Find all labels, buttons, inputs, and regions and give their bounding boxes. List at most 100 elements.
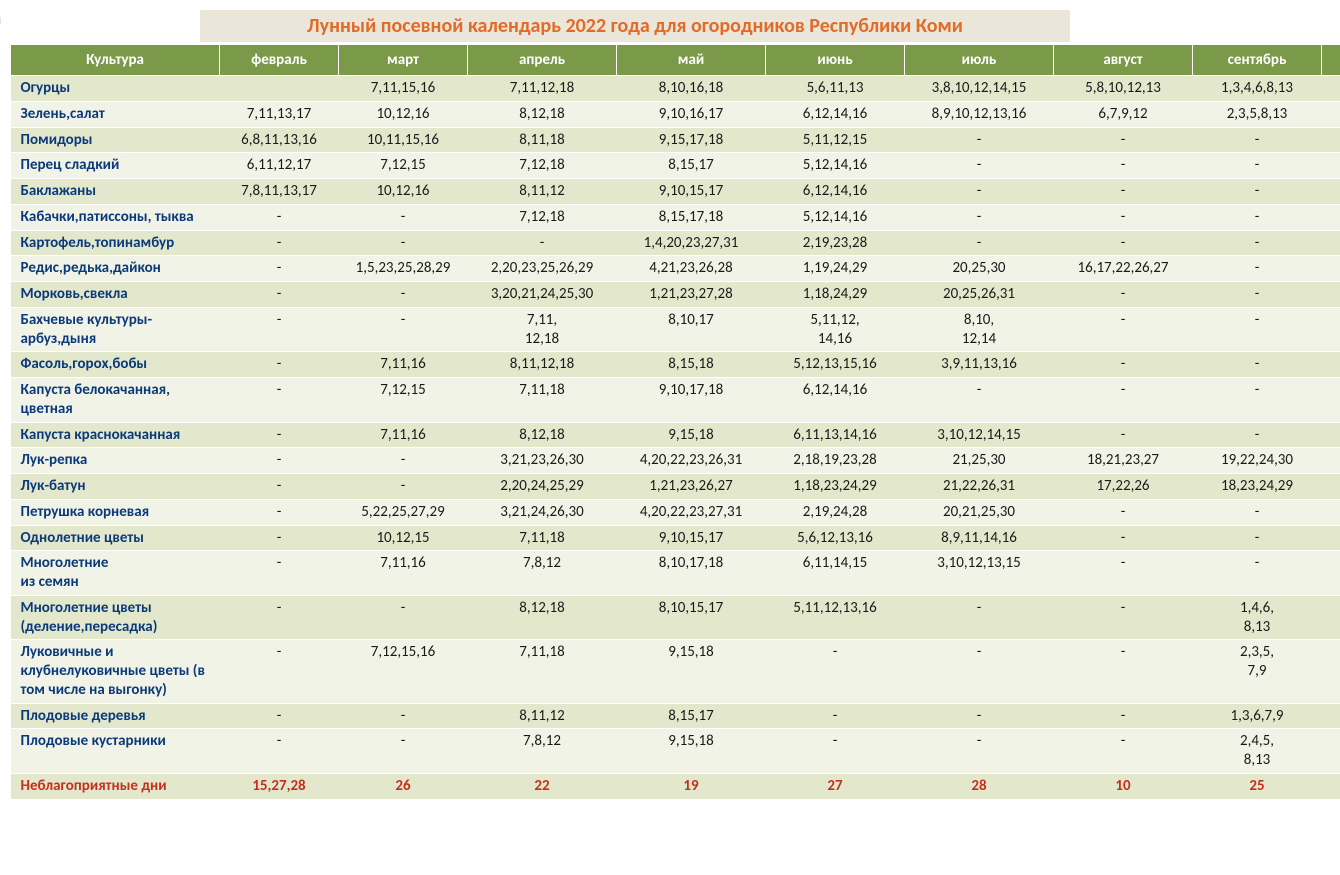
table-row: Бахчевые культуры-арбуз,дыня--7,11,12,18… (11, 307, 1340, 352)
value-cell: 22 (468, 773, 617, 799)
value-cell: 5,11,12,15 (766, 127, 905, 153)
value-cell: 7,8,12 (468, 551, 617, 596)
value-cell: - (905, 703, 1054, 729)
value-cell: - (1054, 282, 1193, 308)
value-cell: 7,12,18 (468, 153, 617, 179)
value-cell: 5,11,12,14,16 (766, 307, 905, 352)
value-cell: 3,21,23,26,30 (468, 448, 617, 474)
table-row: Петрушка корневая-5,22,25,27,293,21,24,2… (11, 499, 1340, 525)
value-cell: 2,20,24,25,29 (468, 474, 617, 500)
value-cell: - (1054, 127, 1193, 153)
value-cell: 26 (339, 773, 468, 799)
col-month: октябрь (1322, 45, 1340, 76)
value-cell: - (905, 179, 1054, 205)
value-cell: 2,3,5,7,9 (1193, 640, 1322, 703)
calendar-wrapper: Лунный посевной календарь 2022 года для … (10, 10, 1330, 800)
value-cell: - (220, 378, 339, 423)
value-cell: - (1054, 729, 1193, 774)
value-cell: 16,20,26 (1322, 474, 1340, 500)
table-row: Капуста белокачанная, цветная-7,12,157,1… (11, 378, 1340, 423)
value-cell: - (1054, 378, 1193, 423)
value-cell: 9,10,15,17 (617, 179, 766, 205)
table-row: Редис,редька,дайкон-1,5,23,25,28,292,20,… (11, 256, 1340, 282)
value-cell: 10,11,15,16 (339, 127, 468, 153)
table-row: Многолетние цветы (деление,пересадка)--8… (11, 595, 1340, 640)
value-cell: 1,3,4,6,8,13 (1193, 76, 1322, 102)
value-cell: 16,17,22,26,27 (1054, 256, 1193, 282)
value-cell: 18,23,24,29 (1193, 474, 1322, 500)
value-cell: 10,12,16 (339, 101, 468, 127)
culture-cell: Картофель,топинамбур (11, 230, 220, 256)
value-cell: - (220, 499, 339, 525)
value-cell: 1,19,24,29 (766, 256, 905, 282)
table-row: Фасоль,горох,бобы-7,11,168,11,12,188,15,… (11, 352, 1340, 378)
culture-cell: Кабачки,патиссоны, тыква (11, 204, 220, 230)
calendar-table: Культурафевральмартапрельмайиюньиюльавгу… (10, 44, 1340, 800)
culture-cell: Баклажаны (11, 179, 220, 205)
value-cell: - (1054, 422, 1193, 448)
col-month: апрель (468, 45, 617, 76)
value-cell: 9,15,18 (617, 640, 766, 703)
culture-cell: Перец сладкий (11, 153, 220, 179)
culture-cell: Редис,редька,дайкон (11, 256, 220, 282)
value-cell: - (220, 307, 339, 352)
value-cell: 1,18,24,29 (766, 282, 905, 308)
table-row: Лук-репка--3,21,23,26,304,20,22,23,26,31… (11, 448, 1340, 474)
culture-cell: Капуста белокачанная, цветная (11, 378, 220, 423)
value-cell: 15,27,28 (220, 773, 339, 799)
value-cell: - (1054, 352, 1193, 378)
table-row: Баклажаны7,8,11,13,1710,12,168,11,129,10… (11, 179, 1340, 205)
page-title: Лунный посевной календарь 2022 года для … (200, 10, 1070, 42)
culture-cell: Многолетние цветы (деление,пересадка) (11, 595, 220, 640)
value-cell: 7,11,12,18 (468, 307, 617, 352)
value-cell: 5,22,25,27,29 (339, 499, 468, 525)
value-cell: 1,4,5,11,30,31 (1322, 640, 1340, 703)
value-cell: 7,11,16 (339, 352, 468, 378)
value-cell: 3,21,24,26,30 (468, 499, 617, 525)
value-cell: 7,11,12,18 (468, 76, 617, 102)
value-cell: 8,11,12 (468, 179, 617, 205)
value-cell: - (1054, 499, 1193, 525)
value-cell: 8,15,18 (617, 352, 766, 378)
value-cell: 28 (905, 773, 1054, 799)
value-cell: 19,22,24,30 (1193, 448, 1322, 474)
value-cell: - (339, 595, 468, 640)
table-row: Перец сладкий6,11,12,177,12,157,12,188,1… (11, 153, 1340, 179)
value-cell: 6,11,14,15 (766, 551, 905, 596)
value-cell: - (468, 230, 617, 256)
table-row: Многолетние из семян-7,11,167,8,128,10,1… (11, 551, 1340, 596)
value-cell: 7,11,16 (339, 551, 468, 596)
value-cell: 1,3,6,11,29 (1322, 703, 1340, 729)
value-cell: 1,4,6,10,29,31 (1322, 101, 1340, 127)
value-cell: 7,11,18 (468, 525, 617, 551)
culture-cell: Плодовые кустарники (11, 729, 220, 774)
col-month: июнь (766, 45, 905, 76)
value-cell: 2,18,19,23,28 (766, 448, 905, 474)
value-cell: 5,11,12,13,16 (766, 595, 905, 640)
value-cell: 5,6,11,13 (766, 76, 905, 102)
value-cell: 20,21,25,30 (905, 499, 1054, 525)
value-cell: 5,12,14,16 (766, 204, 905, 230)
value-cell: 21,25,30 (905, 448, 1054, 474)
culture-cell: Лук-репка (11, 448, 220, 474)
value-cell: 2,3,5,8,13 (1193, 101, 1322, 127)
value-cell: 2,20,23,25,26,29 (468, 256, 617, 282)
value-cell: 5,8,10,12,13 (1054, 76, 1193, 102)
value-cell: 8,10,16,18 (617, 76, 766, 102)
value-cell: - (905, 378, 1054, 423)
value-cell: - (1193, 422, 1322, 448)
value-cell: 7,8,12 (468, 729, 617, 774)
table-body: Огурцы7,11,15,167,11,12,188,10,16,185,6,… (11, 76, 1340, 800)
value-cell: 7,11,15,16 (339, 76, 468, 102)
value-cell: - (905, 127, 1054, 153)
value-cell: 1,21,23,26,27 (617, 474, 766, 500)
value-cell: - (1054, 230, 1193, 256)
value-cell: 4,21,23,26,28 (617, 256, 766, 282)
value-cell: 1,5,23,25,28,29 (339, 256, 468, 282)
culture-cell: Зелень,салат (11, 101, 220, 127)
value-cell: 9,10,16,17 (617, 101, 766, 127)
value-cell: - (1054, 179, 1193, 205)
value-cell: 5,12,13,15,16 (766, 352, 905, 378)
value-cell: 1,18,23,24,29 (766, 474, 905, 500)
value-cell: 8,10,17 (617, 307, 766, 352)
